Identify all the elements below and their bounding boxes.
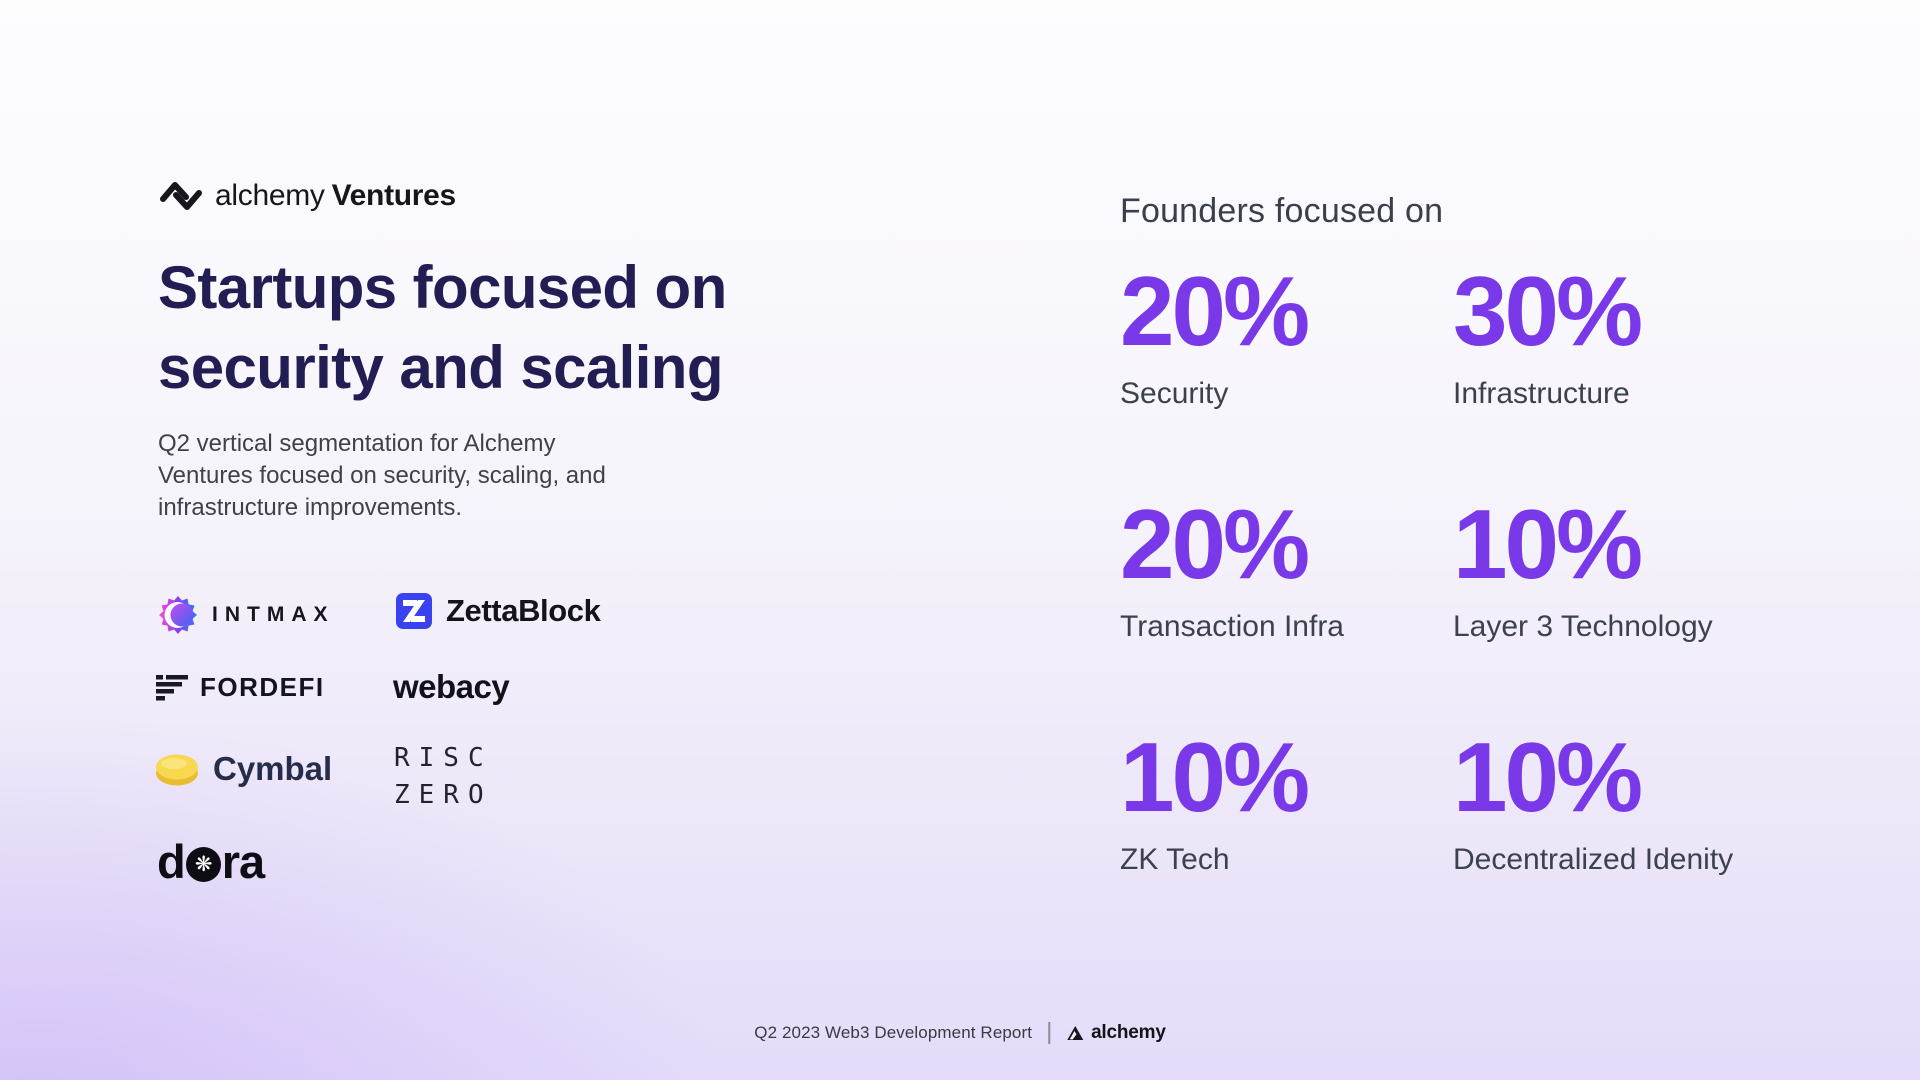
fordefi-flag-icon [156, 674, 188, 700]
stat-infrastructure: 30% Infrastructure [1453, 256, 1913, 411]
brand-name: alchemy Ventures [215, 179, 456, 213]
logo-cymbal-label: Cymbal [213, 750, 333, 787]
logo-zettablock: ZettaBlock [395, 592, 601, 630]
footer-brand-name: alchemy [1091, 1022, 1166, 1043]
stat-label: Layer 3 Technology [1453, 609, 1713, 643]
stat-label: Infrastructure [1453, 376, 1630, 410]
stat-transaction-infra: 20% Transaction Infra [1120, 488, 1453, 644]
page-title-line2: security and scaling [158, 334, 723, 401]
stat-label: ZK Tech [1120, 842, 1230, 876]
stat-layer3-technology: 10% Layer 3 Technology [1453, 488, 1913, 644]
stat-zk-tech: 10% ZK Tech [1120, 721, 1453, 877]
logo-webacy-label: webacy [393, 668, 510, 705]
logo-intmax-label: INTMAX [212, 603, 335, 626]
stats-heading: Founders focused on [1120, 192, 1444, 230]
footer-divider [1048, 1022, 1051, 1044]
footer-alchemy-brand: alchemy [1066, 1022, 1166, 1044]
footer-report-title: Q2 2023 Web3 Development Report [754, 1023, 1033, 1042]
brand-name-bold: Ventures [331, 179, 457, 212]
logo-risc-zero-line2: ZERO [394, 780, 493, 810]
page-title-line1: Startups focused on [158, 254, 727, 321]
page-title: Startups focused on security and scaling [158, 248, 727, 408]
brand-name-regular: alchemy [215, 179, 325, 212]
logo-fordefi: FORDEFI [156, 672, 325, 703]
alchemy-ventures-logo: alchemy Ventures [158, 176, 456, 216]
stat-label: Transaction Infra [1120, 609, 1344, 643]
logo-dora: d ❋ ra [157, 834, 265, 889]
logo-risc-zero-line1: RISC [394, 743, 493, 773]
logo-dora-prefix: d [157, 835, 186, 888]
stat-security: 20% Security [1120, 256, 1453, 411]
stat-value: 10% [1453, 488, 1643, 599]
logo-fordefi-label: FORDEFI [200, 672, 325, 702]
page-description: Q2 vertical segmentation for Alchemy Ven… [158, 430, 606, 521]
zettablock-z-icon [396, 593, 432, 629]
stat-value: 10% [1453, 721, 1643, 832]
logo-webacy: webacy [393, 668, 510, 706]
alchemy-ventures-chevron-icon [160, 182, 202, 210]
stats-grid: 20% Security 30% Infrastructure 20% Tran… [1120, 256, 1913, 877]
stat-label: Decentralized Idenity [1453, 842, 1734, 876]
logo-risc-zero: RISC ZERO [394, 740, 493, 814]
logo-dora-suffix: ra [221, 835, 265, 888]
stat-value: 30% [1453, 256, 1643, 366]
stat-label: Security [1120, 376, 1229, 410]
stat-decentralized-identity: 10% Decentralized Idenity [1453, 721, 1913, 877]
stat-value: 10% [1120, 721, 1310, 832]
logo-intmax: INTMAX [158, 594, 335, 636]
dora-flower-glyph: ❋ [194, 853, 213, 876]
logo-cymbal: Cymbal [153, 748, 332, 790]
stat-value: 20% [1120, 488, 1310, 599]
footer: Q2 2023 Web3 Development Report alchemy [754, 1022, 1166, 1044]
logo-zettablock-label: ZettaBlock [446, 593, 601, 628]
dora-flower-icon: ❋ [185, 847, 221, 882]
intmax-sun-icon [159, 596, 197, 634]
alchemy-logo-icon [1067, 1026, 1084, 1040]
stat-value: 20% [1120, 256, 1310, 366]
cymbal-coin-icon [156, 754, 198, 786]
